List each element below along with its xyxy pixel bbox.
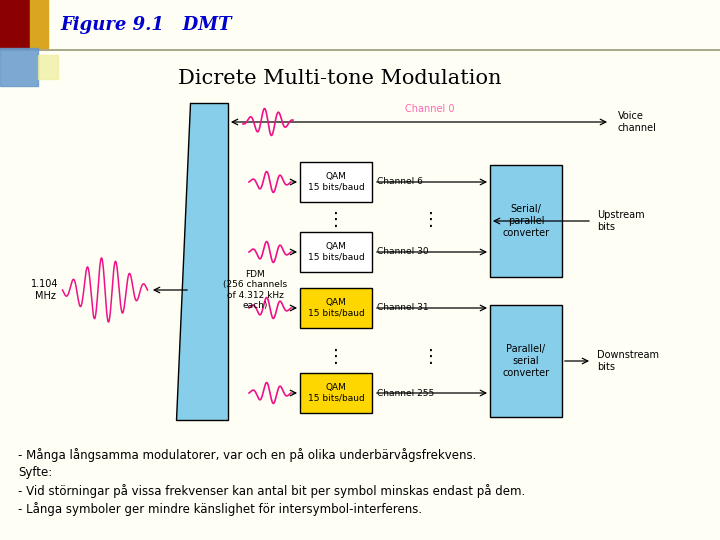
Text: Channel 0: Channel 0 <box>405 104 455 114</box>
Text: Serial/
parallel
converter: Serial/ parallel converter <box>503 205 549 238</box>
Text: - Långa symboler ger mindre känslighet för intersymbol-interferens.: - Långa symboler ger mindre känslighet f… <box>18 502 422 516</box>
Text: Channel 255: Channel 255 <box>377 388 434 397</box>
Text: Parallel/
serial
converter: Parallel/ serial converter <box>503 345 549 377</box>
Text: Figure 9.1   DMT: Figure 9.1 DMT <box>60 16 232 34</box>
Bar <box>38 55 58 79</box>
Text: FDM
(256 channels
of 4.312 kHz
each): FDM (256 channels of 4.312 kHz each) <box>223 270 287 310</box>
Bar <box>300 232 372 272</box>
Text: Downstream
bits: Downstream bits <box>597 350 659 372</box>
Text: - Många långsamma modulatorer, var och en på olika underbärvågsfrekvens.: - Många långsamma modulatorer, var och e… <box>18 448 477 462</box>
Text: Voice
channel: Voice channel <box>618 111 657 133</box>
Text: Syfte:: Syfte: <box>18 466 53 479</box>
Text: Channel 6: Channel 6 <box>377 178 423 186</box>
Text: Upstream
bits: Upstream bits <box>597 210 644 232</box>
Bar <box>300 288 372 328</box>
Text: 1.104
MHz: 1.104 MHz <box>31 279 59 301</box>
Text: Dicrete Multi-tone Modulation: Dicrete Multi-tone Modulation <box>179 69 502 87</box>
Text: ⋮: ⋮ <box>327 211 345 229</box>
Text: - Vid störningar på vissa frekvenser kan antal bit per symbol minskas endast på : - Vid störningar på vissa frekvenser kan… <box>18 484 526 498</box>
Bar <box>0 0 30 48</box>
Text: QAM
15 bits/baud: QAM 15 bits/baud <box>307 242 364 262</box>
Bar <box>0 48 38 86</box>
Bar <box>300 373 372 413</box>
Bar <box>30 0 48 48</box>
Bar <box>490 305 562 417</box>
Text: Channel 30: Channel 30 <box>377 247 428 256</box>
Text: QAM
15 bits/baud: QAM 15 bits/baud <box>307 383 364 403</box>
Text: ⋮: ⋮ <box>422 211 440 229</box>
Text: QAM
15 bits/baud: QAM 15 bits/baud <box>307 298 364 318</box>
Text: ⋮: ⋮ <box>327 348 345 366</box>
Text: ⋮: ⋮ <box>422 348 440 366</box>
Bar <box>300 162 372 202</box>
Polygon shape <box>176 103 228 420</box>
Text: Channel 31: Channel 31 <box>377 303 428 313</box>
Bar <box>490 165 562 277</box>
Text: QAM
15 bits/baud: QAM 15 bits/baud <box>307 172 364 192</box>
